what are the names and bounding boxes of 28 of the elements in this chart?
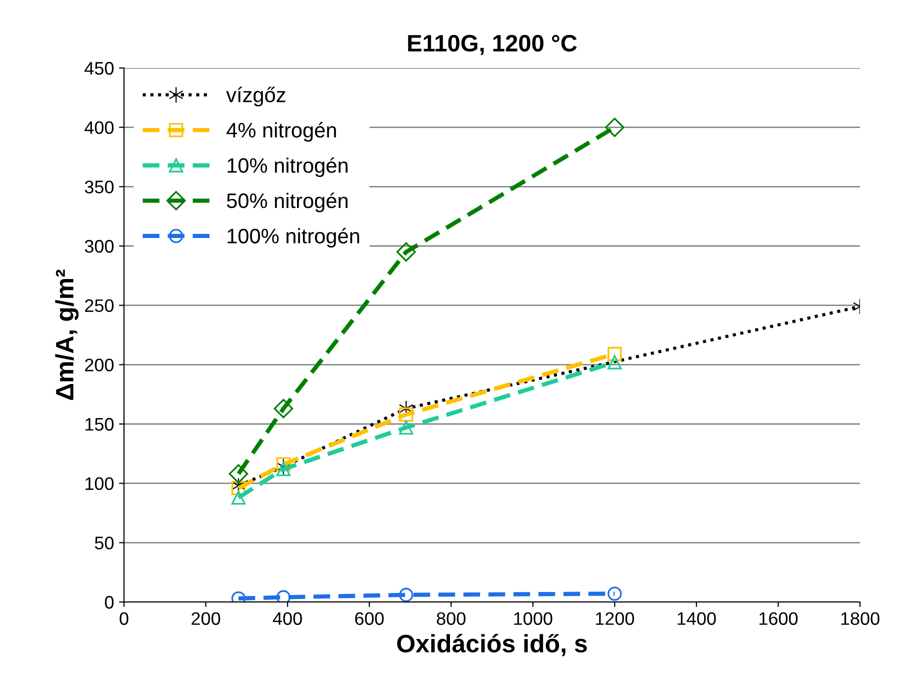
- x-tick-label: 200: [192, 612, 220, 625]
- x-tick-label: 1200: [596, 612, 634, 625]
- y-tick-label: 200: [85, 358, 114, 372]
- x-tick-label: 1000: [514, 612, 552, 625]
- x-axis-title: Oxidációs idő, s: [397, 634, 587, 656]
- x-tick-label: 400: [272, 612, 302, 625]
- x-tick-label: 800: [436, 612, 466, 625]
- x-tick-label: 1400: [678, 612, 716, 625]
- legend-label: 50% nitrogén: [226, 192, 348, 212]
- x-tick-label: 600: [355, 612, 384, 625]
- legend-label: 100% nitrogén: [228, 228, 360, 248]
- y-tick-label: 250: [85, 299, 114, 312]
- x-tick-label: 0: [120, 612, 128, 625]
- x-tick-label: 1600: [760, 612, 798, 625]
- x-tick-label: 1800: [841, 612, 880, 625]
- y-tick-label: 150: [86, 418, 114, 431]
- legend-label: 4% nitrogén: [226, 122, 336, 142]
- y-tick-label: 350: [84, 180, 114, 194]
- y-tick-label: 300: [84, 240, 114, 253]
- y-tick-label: 0: [104, 596, 114, 609]
- chart-title: E110G, 1200 °C: [408, 34, 577, 55]
- y-tick-label: 100: [86, 477, 114, 490]
- y-axis-title: Δm/A, g/m²: [55, 270, 79, 400]
- y-tick-label: 450: [84, 62, 114, 75]
- legend-label: 10% nitrogén: [228, 157, 348, 177]
- legend-label: vízgőz: [226, 86, 286, 106]
- y-tick-label: 50: [94, 536, 114, 550]
- y-tick-label: 400: [84, 121, 114, 134]
